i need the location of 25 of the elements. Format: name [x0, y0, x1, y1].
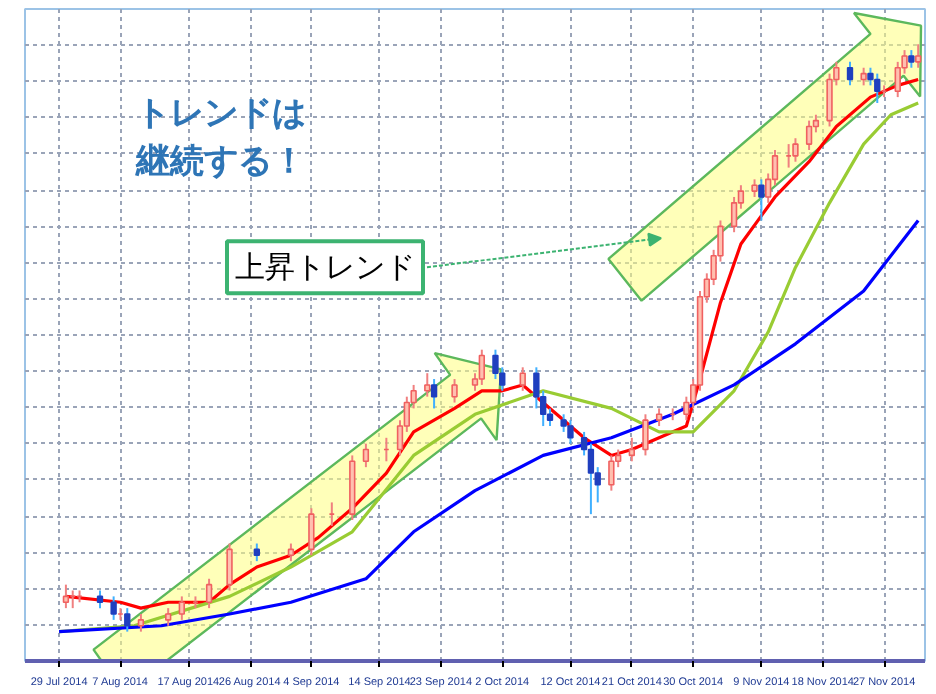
- candlestick: [874, 72, 881, 104]
- candlestick: [805, 119, 813, 151]
- candlestick: [792, 137, 799, 163]
- candlestick: [308, 507, 315, 557]
- candlestick: [519, 366, 526, 392]
- candlestick: [226, 542, 233, 592]
- candlestick: [62, 583, 70, 610]
- annotation: トレンドは継続する！: [134, 94, 306, 183]
- candlestick: [846, 60, 854, 87]
- candlestick: [178, 595, 185, 621]
- candlestick: [758, 178, 765, 222]
- candlestick: [205, 577, 213, 610]
- candlestick: [608, 454, 615, 492]
- candlestick: [567, 419, 574, 445]
- candlestick: [628, 436, 635, 463]
- candlestick: [642, 413, 649, 457]
- candlestick: [915, 43, 922, 69]
- candlestick: [424, 372, 431, 398]
- annotation: 上昇トレンド: [235, 249, 415, 286]
- candlestick: [478, 348, 485, 386]
- candlestick: [430, 378, 438, 410]
- candlestick: [451, 378, 458, 404]
- candlestick: [110, 595, 117, 621]
- candlestick: [124, 607, 131, 633]
- candlestick: [362, 442, 370, 469]
